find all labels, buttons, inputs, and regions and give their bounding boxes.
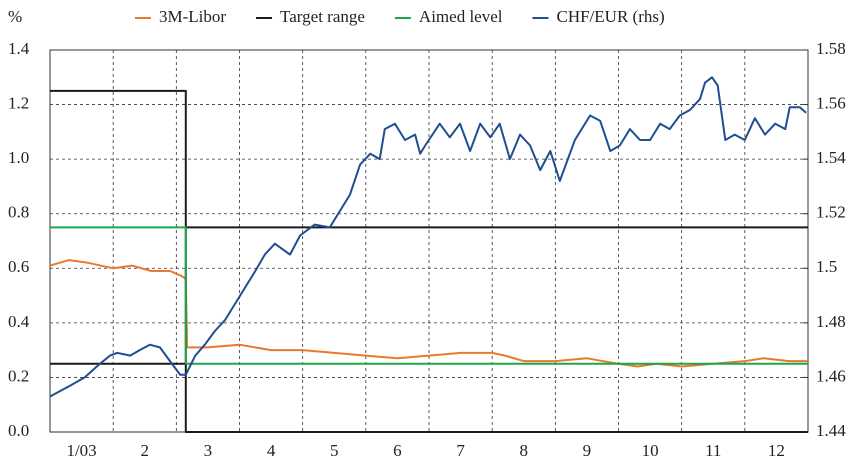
x-tick-label: 3 bbox=[204, 441, 213, 460]
y-tick-label: 1.2 bbox=[8, 93, 29, 112]
legend-label: 3M-Libor bbox=[159, 7, 226, 26]
y2-tick-label: 1.5 bbox=[816, 257, 837, 276]
y2-tick-label: 1.58 bbox=[816, 39, 846, 58]
x-tick-label: 5 bbox=[330, 441, 339, 460]
x-tick-label: 4 bbox=[267, 441, 276, 460]
y-axis-label: % bbox=[8, 7, 22, 26]
y2-tick-label: 1.56 bbox=[816, 93, 846, 112]
x-tick-label: 1/03 bbox=[66, 441, 96, 460]
x-tick-label: 12 bbox=[768, 441, 785, 460]
y-tick-label: 0.2 bbox=[8, 366, 29, 385]
y-tick-label: 0.4 bbox=[8, 312, 30, 331]
y-tick-label: 1.0 bbox=[8, 148, 29, 167]
series-line bbox=[50, 226, 808, 365]
y-tick-label: 0.6 bbox=[8, 257, 29, 276]
x-tick-label: 8 bbox=[520, 441, 529, 460]
y-tick-label: 0.0 bbox=[8, 421, 29, 440]
x-tick-label: 9 bbox=[583, 441, 592, 460]
y2-tick-label: 1.46 bbox=[816, 366, 846, 385]
x-tick-label: 11 bbox=[705, 441, 721, 460]
x-tick-label: 6 bbox=[393, 441, 402, 460]
legend-label: CHF/EUR (rhs) bbox=[556, 7, 664, 26]
y2-tick-label: 1.48 bbox=[816, 312, 846, 331]
y2-tick-label: 1.54 bbox=[816, 148, 846, 167]
y-tick-label: 1.4 bbox=[8, 39, 30, 58]
series-line bbox=[49, 259, 808, 368]
legend-label: Target range bbox=[280, 7, 365, 26]
y-tick-label: 0.8 bbox=[8, 203, 29, 222]
x-tick-label: 10 bbox=[642, 441, 659, 460]
legend-label: Aimed level bbox=[419, 7, 503, 26]
y2-tick-label: 1.52 bbox=[816, 203, 846, 222]
x-tick-label: 7 bbox=[456, 441, 465, 460]
y2-tick-label: 1.44 bbox=[816, 421, 846, 440]
series-line bbox=[49, 76, 807, 398]
x-tick-label: 2 bbox=[141, 441, 150, 460]
